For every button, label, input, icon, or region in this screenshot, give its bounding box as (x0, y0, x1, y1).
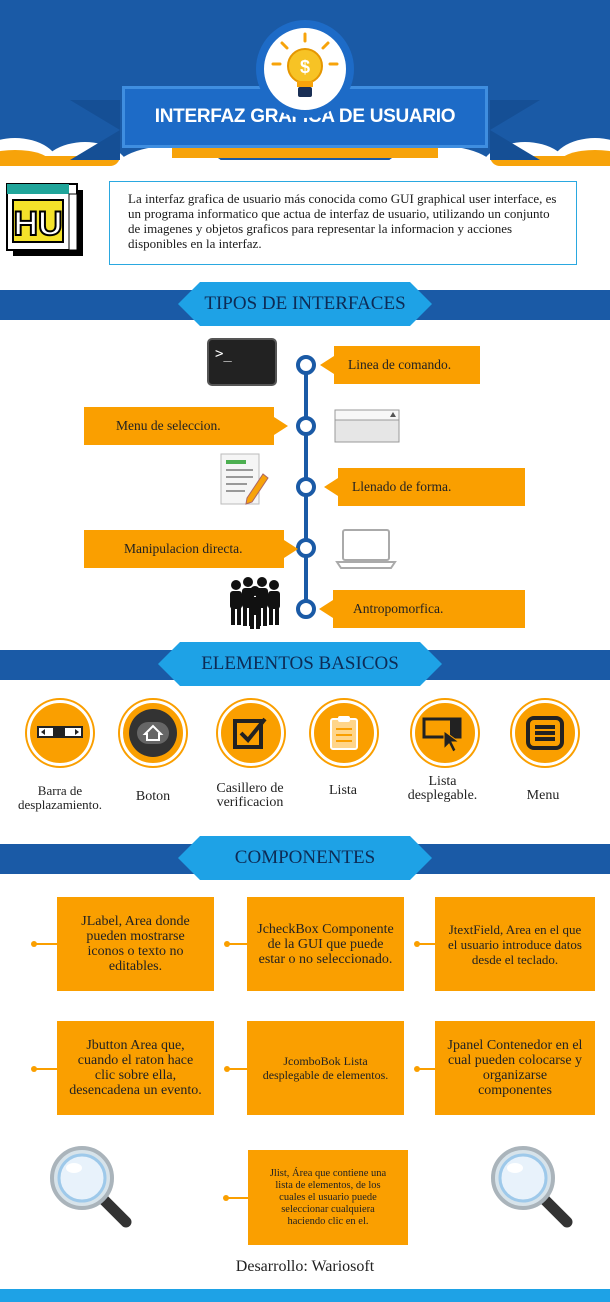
componente-jlabel: JLabel, Area donde pueden mostrarse icon… (57, 897, 214, 991)
laptop-icon (335, 528, 397, 570)
credit-text: Desarrollo: Wariosoft (235, 1258, 375, 1275)
people-group-icon (224, 575, 286, 631)
elementos-heading-text: ELEMENTOS BASICOS (201, 653, 399, 674)
lightbulb-dollar-icon: $ (256, 20, 354, 118)
tipo-item-manipulacion-directa: Manipulacion directa. (84, 530, 298, 568)
componente-jtextfield: JtextField, Area en el que el usuario in… (435, 897, 595, 991)
componente-text: Jbutton Area que, cuando el raton hace c… (69, 1038, 202, 1098)
checkbox-icon (218, 700, 284, 766)
componente-jcheckbox: JcheckBox Componente de la GUI que puede… (247, 897, 404, 991)
connector-line (417, 1068, 437, 1070)
connector-line (34, 943, 58, 945)
connector-line (417, 943, 437, 945)
dropdown-cursor-icon (412, 700, 478, 766)
elemento-label-lista-desplegable: Lista desplegable. (407, 774, 478, 803)
tipo-item-antropomorfica: Antropomorfica. (319, 590, 525, 628)
tipo-label: Menu de seleccion. (116, 418, 221, 433)
elemento-label-casillero: Casillero de verificacion (216, 781, 284, 810)
elemento-label-lista: Lista (329, 783, 357, 798)
hamburger-menu-icon (512, 700, 578, 766)
tipo-item-llenado-forma: Llenado de forma. (324, 468, 525, 506)
componente-jbutton: Jbutton Area que, cuando el raton hace c… (57, 1021, 214, 1115)
menu-bar-icon (334, 409, 400, 443)
intro-box: La interfaz grafica de usuario más conoc… (109, 181, 577, 265)
header-bottom-fill (0, 160, 610, 174)
header-accent-left (0, 156, 120, 166)
elemento-label-boton: Boton (135, 789, 171, 804)
tipos-heading-text: TIPOS DE INTERFACES (204, 293, 406, 314)
hu-logo: HU (5, 182, 85, 258)
componente-text: JcomboBok Lista desplegable de elementos… (262, 1054, 389, 1082)
connector-line (226, 1197, 250, 1199)
footer-bar (0, 1289, 610, 1302)
form-pencil-icon (217, 452, 269, 508)
ribbon-tail-left (70, 100, 120, 160)
componentes-heading-text: COMPONENTES (234, 847, 376, 868)
magnifier-icon (46, 1144, 134, 1230)
tipo-item-menu-seleccion: Menu de seleccion. (84, 407, 288, 445)
tipo-label: Manipulacion directa. (124, 541, 243, 556)
timeline-node (296, 538, 316, 558)
componente-text: JtextField, Area en el que el usuario in… (448, 921, 582, 967)
componente-text: JcheckBox Componente de la GUI que puede… (257, 921, 394, 967)
clipboard-list-icon (311, 700, 377, 766)
connector-line (227, 943, 249, 945)
home-button-icon (120, 700, 186, 766)
timeline-node (296, 355, 316, 375)
tipos-heading: TIPOS DE INTERFACES (178, 282, 432, 326)
magnifier-icon (487, 1144, 575, 1230)
tipo-label: Llenado de forma. (352, 479, 452, 494)
componentes-heading: COMPONENTES (178, 836, 432, 880)
componente-jcombobox: JcomboBok Lista desplegable de elementos… (247, 1021, 404, 1115)
elementos-heading: ELEMENTOS BASICOS (158, 642, 442, 686)
timeline-node (296, 599, 316, 619)
timeline-node (296, 416, 316, 436)
timeline-node (296, 477, 316, 497)
svg-text:>_: >_ (215, 346, 232, 362)
svg-text:HU: HU (13, 205, 62, 243)
componente-text: Jpanel Contenedor en el cual pueden colo… (447, 1038, 583, 1098)
connector-line (227, 1068, 249, 1070)
ribbon-tail-right (490, 100, 540, 160)
elemento-label-menu: Menu (526, 788, 560, 803)
tipo-label: Linea de comando. (348, 357, 452, 372)
componente-text: JLabel, Area donde pueden mostrarse icon… (81, 914, 190, 974)
tipo-item-linea-comando: Linea de comando. (320, 346, 480, 384)
connector-line (34, 1068, 58, 1070)
tipo-label: Antropomorfica. (353, 601, 444, 616)
header-accent-right (490, 156, 610, 166)
componente-jlist: Jlist, Área que contiene una lista de el… (248, 1150, 408, 1245)
componente-jpanel: Jpanel Contenedor en el cual pueden colo… (435, 1021, 595, 1115)
scrollbar-icon (27, 700, 93, 766)
elemento-label-barra: Barra de desplazamiento. (17, 783, 103, 812)
svg-text:$: $ (300, 57, 310, 77)
componente-text: Jlist, Área que contiene una lista de el… (269, 1167, 387, 1227)
intro-text: La interfaz grafica de usuario más conoc… (128, 191, 557, 251)
terminal-icon: >_ (207, 338, 277, 386)
